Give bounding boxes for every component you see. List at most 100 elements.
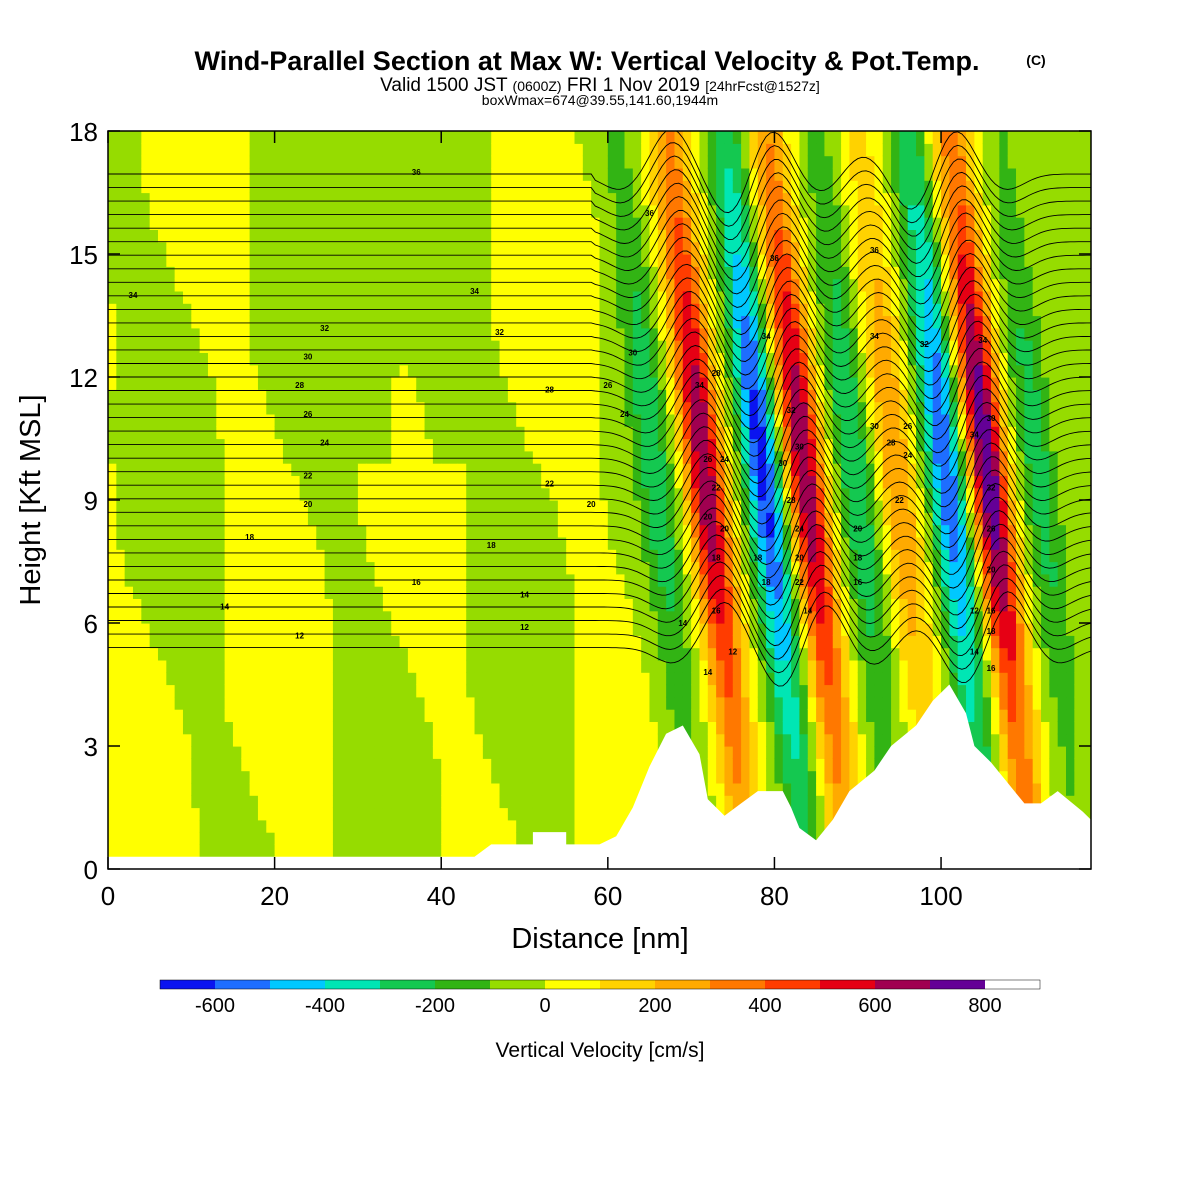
velocity-cell (216, 278, 226, 292)
velocity-cell (266, 278, 276, 292)
velocity-cell (316, 266, 326, 280)
velocity-cell (749, 549, 759, 563)
velocity-cell (341, 290, 351, 304)
velocity-cell (166, 278, 176, 292)
velocity-cell (124, 807, 134, 821)
velocity-cell (274, 155, 284, 169)
velocity-cell (349, 463, 359, 476)
velocity-cell (616, 610, 626, 624)
velocity-cell (141, 512, 151, 526)
velocity-cell (649, 512, 659, 526)
velocity-cell (341, 475, 351, 489)
velocity-cell (666, 278, 676, 292)
velocity-cell (224, 832, 234, 845)
velocity-cell (607, 389, 617, 403)
velocity-cell (116, 389, 126, 403)
velocity-cell (574, 413, 584, 427)
velocity-cell (349, 254, 359, 267)
velocity-cell (432, 709, 442, 722)
velocity-cell (424, 463, 434, 476)
velocity-cell (349, 721, 359, 735)
velocity-cell (332, 672, 342, 686)
velocity-cell (157, 672, 167, 686)
velocity-cell (499, 721, 509, 735)
velocity-cell (441, 377, 451, 390)
velocity-cell (224, 586, 234, 599)
velocity-cell (791, 672, 801, 686)
velocity-cell (557, 487, 567, 501)
velocity-cell (349, 782, 359, 796)
velocity-cell (774, 315, 784, 329)
velocity-cell (316, 315, 326, 329)
velocity-cell (791, 635, 801, 649)
velocity-cell (232, 266, 242, 280)
velocity-cell (532, 770, 542, 784)
velocity-cell (616, 315, 626, 329)
velocity-cell (457, 782, 467, 796)
velocity-cell (474, 254, 484, 267)
velocity-cell (741, 573, 751, 587)
velocity-cell (474, 204, 484, 218)
velocity-cell (599, 758, 609, 772)
velocity-cell (457, 770, 467, 784)
velocity-cell (641, 217, 651, 230)
velocity-cell (474, 844, 484, 858)
velocity-cell (624, 782, 634, 796)
velocity-cell (182, 721, 192, 735)
velocity-cell (241, 782, 251, 796)
velocity-cell (707, 795, 717, 809)
velocity-cell (332, 770, 342, 784)
velocity-cell (149, 647, 159, 661)
velocity-cell (516, 377, 526, 390)
velocity-cell (491, 217, 501, 230)
velocity-cell (341, 377, 351, 390)
velocity-cell (507, 180, 517, 194)
velocity-cell (649, 315, 659, 329)
velocity-cell (282, 635, 292, 649)
velocity-cell (266, 401, 276, 415)
velocity-cell (699, 684, 709, 698)
velocity-cell (207, 180, 217, 194)
velocity-cell (207, 844, 217, 858)
velocity-cell (432, 758, 442, 772)
velocity-cell (449, 364, 459, 378)
velocity-cell (582, 352, 592, 366)
velocity-cell (357, 623, 367, 636)
velocity-cell (241, 401, 251, 415)
velocity-cell (366, 795, 376, 809)
velocity-cell (241, 610, 251, 624)
velocity-cell (499, 327, 509, 341)
velocity-cell (182, 426, 192, 440)
velocity-cell (491, 229, 501, 243)
velocity-cell (516, 795, 526, 809)
velocity-cell (499, 782, 509, 796)
velocity-cell (366, 266, 376, 280)
velocity-cell (507, 672, 517, 686)
velocity-cell (674, 401, 684, 415)
velocity-cell (249, 733, 259, 747)
velocity-cell (174, 450, 184, 464)
velocity-cell (116, 131, 126, 144)
velocity-cell (782, 512, 792, 526)
velocity-cell (216, 770, 226, 784)
velocity-cell (766, 709, 776, 722)
velocity-cell (682, 340, 692, 353)
velocity-cell (374, 192, 384, 206)
velocity-cell (457, 721, 467, 735)
velocity-cell (341, 832, 351, 845)
velocity-cell (332, 254, 342, 267)
velocity-cell (674, 204, 684, 218)
velocity-cell (324, 217, 334, 230)
velocity-cell (741, 241, 751, 255)
velocity-cell (649, 598, 659, 612)
velocity-cell (674, 672, 684, 686)
velocity-cell (382, 659, 392, 673)
velocity-cell (541, 536, 551, 550)
velocity-cell (241, 413, 251, 427)
velocity-cell (549, 696, 559, 710)
velocity-cell (799, 819, 809, 833)
velocity-cell (307, 512, 317, 526)
velocity-cell (449, 377, 459, 390)
velocity-cell (466, 512, 476, 526)
velocity-cell (666, 167, 676, 181)
